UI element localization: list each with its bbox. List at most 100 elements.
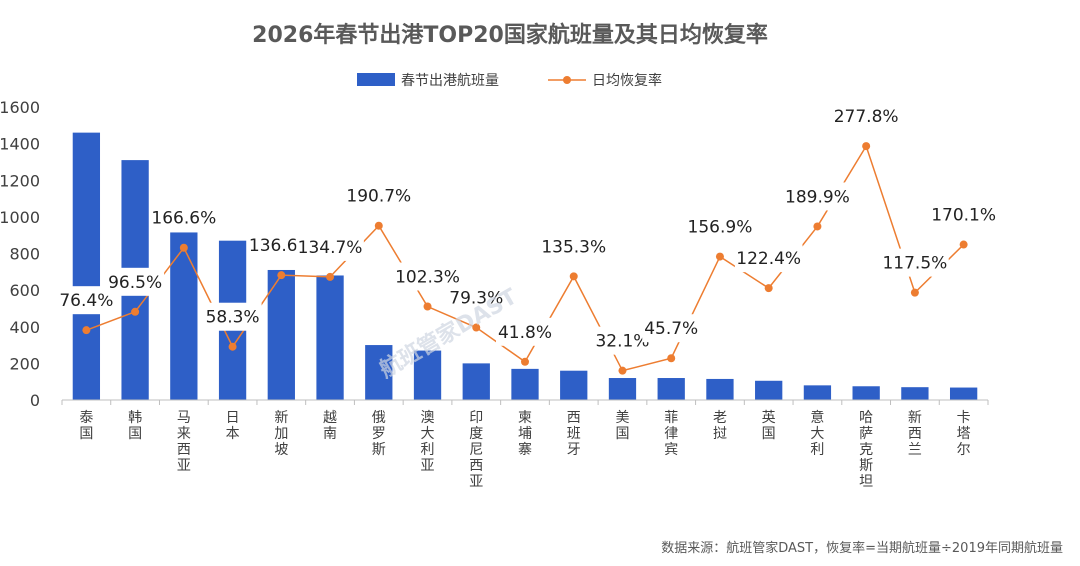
rate-point (862, 142, 871, 151)
bar (170, 232, 198, 400)
y-tick-label: 400 (9, 318, 40, 337)
data-label: 41.8% (498, 323, 552, 343)
y-tick-label: 600 (9, 281, 40, 300)
bar (316, 275, 344, 400)
data-label-box (150, 203, 218, 232)
x-tick-label: 菲律宾 (664, 410, 678, 458)
legend-bar-label: 春节出港航班量 (401, 73, 499, 89)
rate-point (179, 243, 188, 252)
rate-point (472, 323, 481, 332)
data-label-box (539, 232, 608, 261)
rate-point (228, 342, 237, 351)
chart-title: 2026年春节出港TOP20国家航班量及其日均恢复率 (252, 22, 768, 48)
line-series (82, 142, 968, 375)
x-tick-label: 老挝 (713, 410, 727, 442)
rate-point (326, 272, 335, 281)
rate-point (959, 240, 968, 249)
x-tick-label: 俄罗斯 (372, 410, 386, 458)
y-tick-label: 1200 (0, 171, 40, 190)
rate-point (764, 284, 773, 293)
y-tick-label: 1400 (0, 135, 40, 154)
data-label-box (296, 232, 364, 261)
data-label: 96.5% (108, 273, 162, 293)
bar (852, 386, 880, 400)
data-label: 32.1% (595, 332, 649, 352)
x-tick-label: 马来西亚 (177, 410, 191, 474)
rate-point (521, 357, 529, 366)
data-label: 156.9% (688, 218, 753, 238)
x-tick-label: 卡塔尔 (957, 410, 971, 458)
data-label: 122.4% (736, 249, 801, 269)
data-label: 277.8% (834, 107, 899, 127)
data-label-box (686, 212, 754, 241)
data-label: 58.3% (206, 308, 260, 328)
x-tick-label: 柬埔寨 (518, 410, 532, 458)
rate-point (82, 326, 91, 335)
x-tick-label: 英国 (762, 409, 776, 442)
data-labels: 76.4%96.5%166.6%58.3%136.6%134.7%190.7%1… (57, 102, 998, 355)
bar (657, 378, 685, 400)
rate-point (715, 252, 724, 261)
data-label: 170.1% (931, 206, 996, 226)
rate-point (374, 221, 383, 230)
x-tick-label: 韩国 (128, 410, 142, 442)
data-label-box (57, 286, 116, 315)
rate-point (569, 272, 578, 281)
x-tick-label: 西班牙 (567, 410, 581, 458)
x-tick-label: 越南 (323, 410, 337, 442)
y-axis: 0 200 400 600 800 1000 1200 1400 1600 (0, 98, 40, 410)
bar (462, 363, 490, 400)
y-tick-label: 800 (9, 245, 40, 264)
legend: 春节出港航班量 日均恢复率 (357, 72, 662, 89)
data-label: 79.3% (449, 289, 503, 309)
bar (511, 368, 539, 400)
rate-point (277, 271, 286, 280)
rate-point (667, 354, 676, 363)
x-tick-label: 日本 (226, 410, 240, 442)
x-tick-label: 哈萨克斯坦 (859, 410, 873, 490)
data-label: 134.7% (298, 238, 363, 258)
data-label: 117.5% (882, 254, 947, 274)
data-label-box (496, 317, 554, 346)
x-tick-label: 意大利 (810, 409, 824, 458)
y-tick-label: 200 (9, 354, 40, 373)
data-label-box (344, 181, 413, 210)
rate-point (131, 307, 140, 316)
legend-bar-swatch (357, 73, 395, 86)
data-label: 76.4% (59, 291, 113, 311)
data-label-box (832, 102, 900, 131)
data-label: 190.7% (346, 187, 411, 207)
data-label: 45.7% (644, 319, 698, 339)
rate-point (813, 222, 822, 231)
bar (608, 378, 637, 400)
data-label-box (783, 182, 852, 211)
y-tick-label: 0 (30, 391, 40, 410)
bar (803, 385, 832, 400)
bar (706, 378, 734, 400)
data-label: 189.9% (785, 187, 850, 207)
data-label: 135.3% (541, 237, 606, 257)
legend-line-label: 日均恢复率 (592, 72, 662, 89)
x-tick-label: 澳大利亚 (421, 410, 435, 474)
bar (72, 132, 101, 400)
x-tick-label: 新加坡 (274, 410, 288, 458)
data-label: 102.3% (395, 268, 460, 288)
data-label-box (929, 200, 998, 229)
data-label-box (593, 326, 652, 355)
rate-point (618, 366, 627, 375)
bar (365, 345, 393, 400)
data-label-box (203, 302, 262, 331)
rate-point (423, 302, 432, 311)
rate-point (910, 288, 919, 297)
legend-line-marker (563, 76, 571, 84)
bar (413, 350, 442, 400)
bar (949, 387, 978, 400)
data-label-box (881, 248, 949, 277)
x-tick-label: 新西兰 (908, 410, 922, 458)
x-tick-label: 美国 (615, 410, 629, 442)
data-label: 166.6% (151, 209, 216, 229)
data-label-box (642, 314, 701, 343)
data-label-box (734, 244, 803, 273)
x-tick-label: 印度尼西亚 (469, 410, 483, 490)
